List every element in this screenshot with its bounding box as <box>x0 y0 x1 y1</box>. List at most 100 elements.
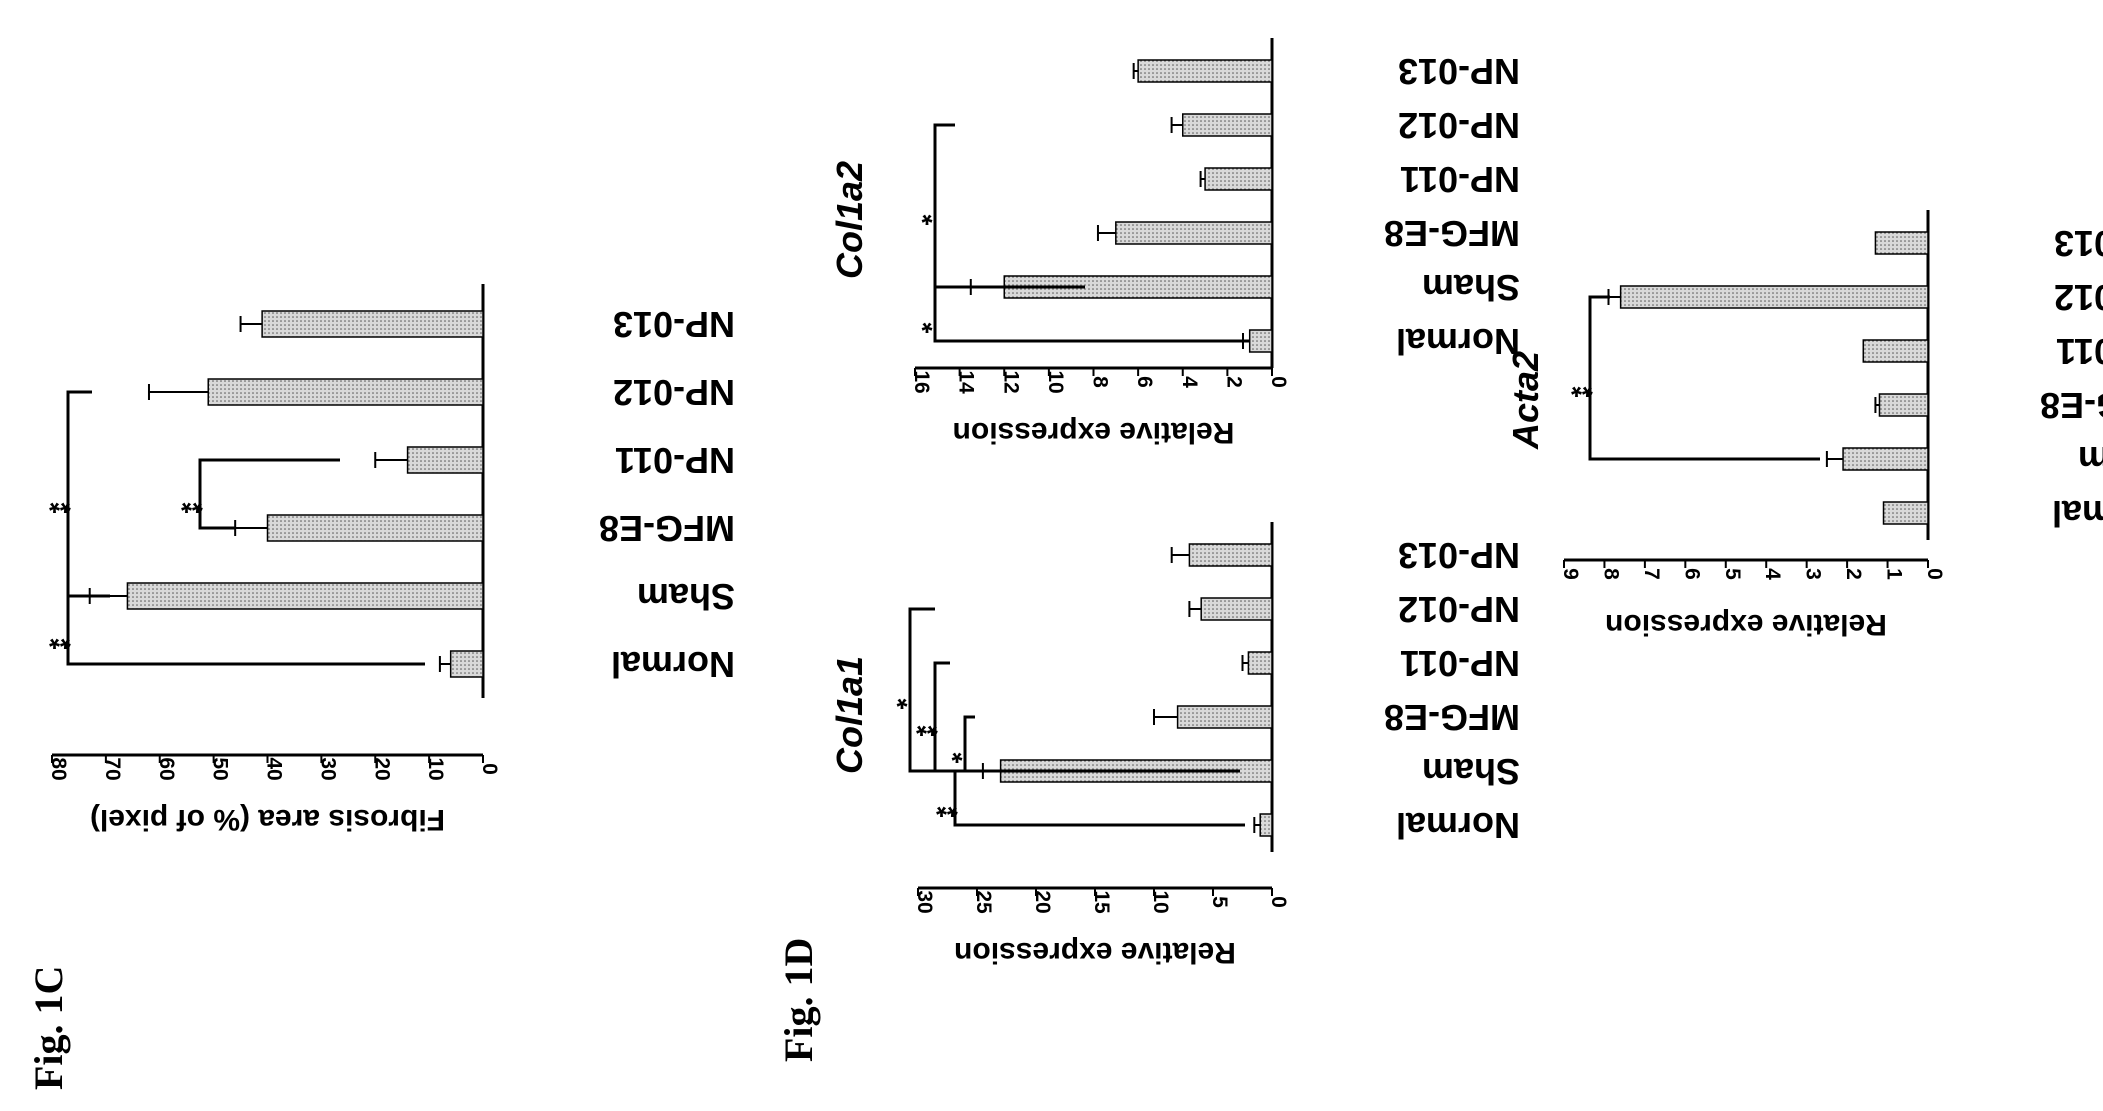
tick-label: 2 <box>1222 376 1245 388</box>
bar <box>126 582 484 610</box>
category-label: NP-012 <box>613 372 735 413</box>
tick-label: 0 <box>1923 568 1946 580</box>
y-axis-label: Relative expression <box>1605 608 1887 641</box>
chart-acta2: 0 1 2 3 4 5 6 7 8 9 Relative expression Acta2 Normal… <box>1505 210 2103 641</box>
bar <box>261 310 484 338</box>
tick-label: 4 <box>1761 568 1784 580</box>
category-label: NP-011 <box>615 440 735 481</box>
y-axis-label: Relative expression <box>953 416 1235 449</box>
bar <box>1204 167 1273 191</box>
category-label: Normal <box>611 644 735 685</box>
category-label: NP-012 <box>2054 277 2103 318</box>
chart-col1a1: 0 5 10 15 20 25 30 Relative expression Col1a1 Nor… <box>829 522 1520 969</box>
y-axis-label: Fibrosis area (% of pixel) <box>90 803 445 836</box>
bar <box>1200 597 1273 621</box>
significance-label: ** <box>916 711 938 742</box>
tick-label: 80 <box>47 757 70 780</box>
category-label: NP-013 <box>1398 535 1520 576</box>
tick-label: 12 <box>999 370 1022 393</box>
tick-label: 8 <box>1599 568 1622 580</box>
gene-title: Acta2 <box>1505 351 1546 450</box>
tick-label: 1 <box>1883 568 1906 580</box>
significance-label: ** <box>49 624 71 655</box>
y-axis-label: Relative expression <box>954 936 1236 969</box>
bar <box>1248 329 1273 353</box>
significance-label: ** <box>181 488 203 519</box>
tick-label: 3 <box>1802 568 1825 580</box>
tick-label: 40 <box>263 757 286 780</box>
significance-bracket <box>933 123 1085 289</box>
bar <box>1878 393 1929 417</box>
tick-label: 0 <box>478 763 501 775</box>
gene-title: Col1a2 <box>829 161 870 279</box>
category-label: MFG-E8 <box>1384 213 1520 254</box>
bar <box>266 514 484 542</box>
tick-label: 70 <box>101 757 124 780</box>
bar <box>1619 285 1929 309</box>
tick-label: 20 <box>1031 890 1054 913</box>
tick-label: 6 <box>1133 376 1156 388</box>
tick-label: 10 <box>1044 370 1067 393</box>
tick-label: 9 <box>1559 568 1582 580</box>
bar <box>1862 339 1929 363</box>
significance-bracket <box>1588 295 1820 461</box>
bar <box>207 378 484 406</box>
bar <box>1137 59 1273 83</box>
tick-label: 16 <box>910 370 933 393</box>
bar <box>1842 447 1929 471</box>
bar <box>1115 221 1273 245</box>
tick-label: 10 <box>1149 890 1172 913</box>
category-label: Normal <box>1396 321 1520 362</box>
category-label: NP-013 <box>2054 223 2103 264</box>
tick-label: 10 <box>424 757 447 780</box>
category-label: NP-012 <box>1398 589 1520 630</box>
tick-label: 4 <box>1178 376 1201 388</box>
gene-title: Col1a1 <box>829 656 870 774</box>
category-label: Normal <box>2052 493 2103 534</box>
bar <box>1182 113 1273 137</box>
category-label: MFG-E8 <box>2040 385 2103 426</box>
significance-bracket <box>66 390 110 598</box>
tick-label: 7 <box>1640 568 1663 580</box>
chart-fig1c: 0 10 20 30 40 50 60 70 80 Fibrosis area (% of pix… <box>47 284 735 836</box>
category-label: MFG-E8 <box>1384 697 1520 738</box>
bar <box>449 650 484 678</box>
significance-bracket <box>198 458 340 530</box>
category-label: NP-011 <box>1400 159 1520 200</box>
bar <box>1882 501 1929 525</box>
category-label: NP-011 <box>2056 331 2103 372</box>
tick-label: 30 <box>316 757 339 780</box>
chart-col1a2: 0 2 4 6 8 10 12 14 16 Relative expression Col1a2 No… <box>829 38 1520 449</box>
significance-label: * <box>951 738 962 769</box>
significance-label: * <box>921 200 932 231</box>
bar <box>1874 231 1929 255</box>
category-label: Sham <box>637 576 735 617</box>
tick-label: 5 <box>1721 568 1744 580</box>
tick-label: 6 <box>1680 568 1703 580</box>
tick-label: 60 <box>155 757 178 780</box>
tick-label: 0 <box>1267 376 1290 388</box>
category-label: NP-011 <box>1400 643 1520 684</box>
significance-label: * <box>921 308 932 339</box>
tick-label: 50 <box>209 757 232 780</box>
category-label: NP-013 <box>1398 51 1520 92</box>
significance-label: * <box>896 684 907 715</box>
bar <box>1259 813 1273 837</box>
bar <box>1176 705 1273 729</box>
significance-label: ** <box>49 488 71 519</box>
figure-label-1d: Fig. 1D <box>776 938 821 1062</box>
significance-label: ** <box>1571 372 1593 403</box>
figure-label-1c: Fig. 1C <box>26 966 71 1090</box>
category-label: MFG-E8 <box>599 508 735 549</box>
bar <box>1188 543 1273 567</box>
significance-label: ** <box>936 792 958 823</box>
tick-label: 0 <box>1267 896 1290 908</box>
significance-bracket <box>908 607 1165 773</box>
category-label: Sham <box>1422 267 1520 308</box>
tick-label: 25 <box>972 890 995 914</box>
tick-label: 20 <box>370 757 393 780</box>
tick-label: 2 <box>1842 568 1865 580</box>
category-label: NP-012 <box>1398 105 1520 146</box>
